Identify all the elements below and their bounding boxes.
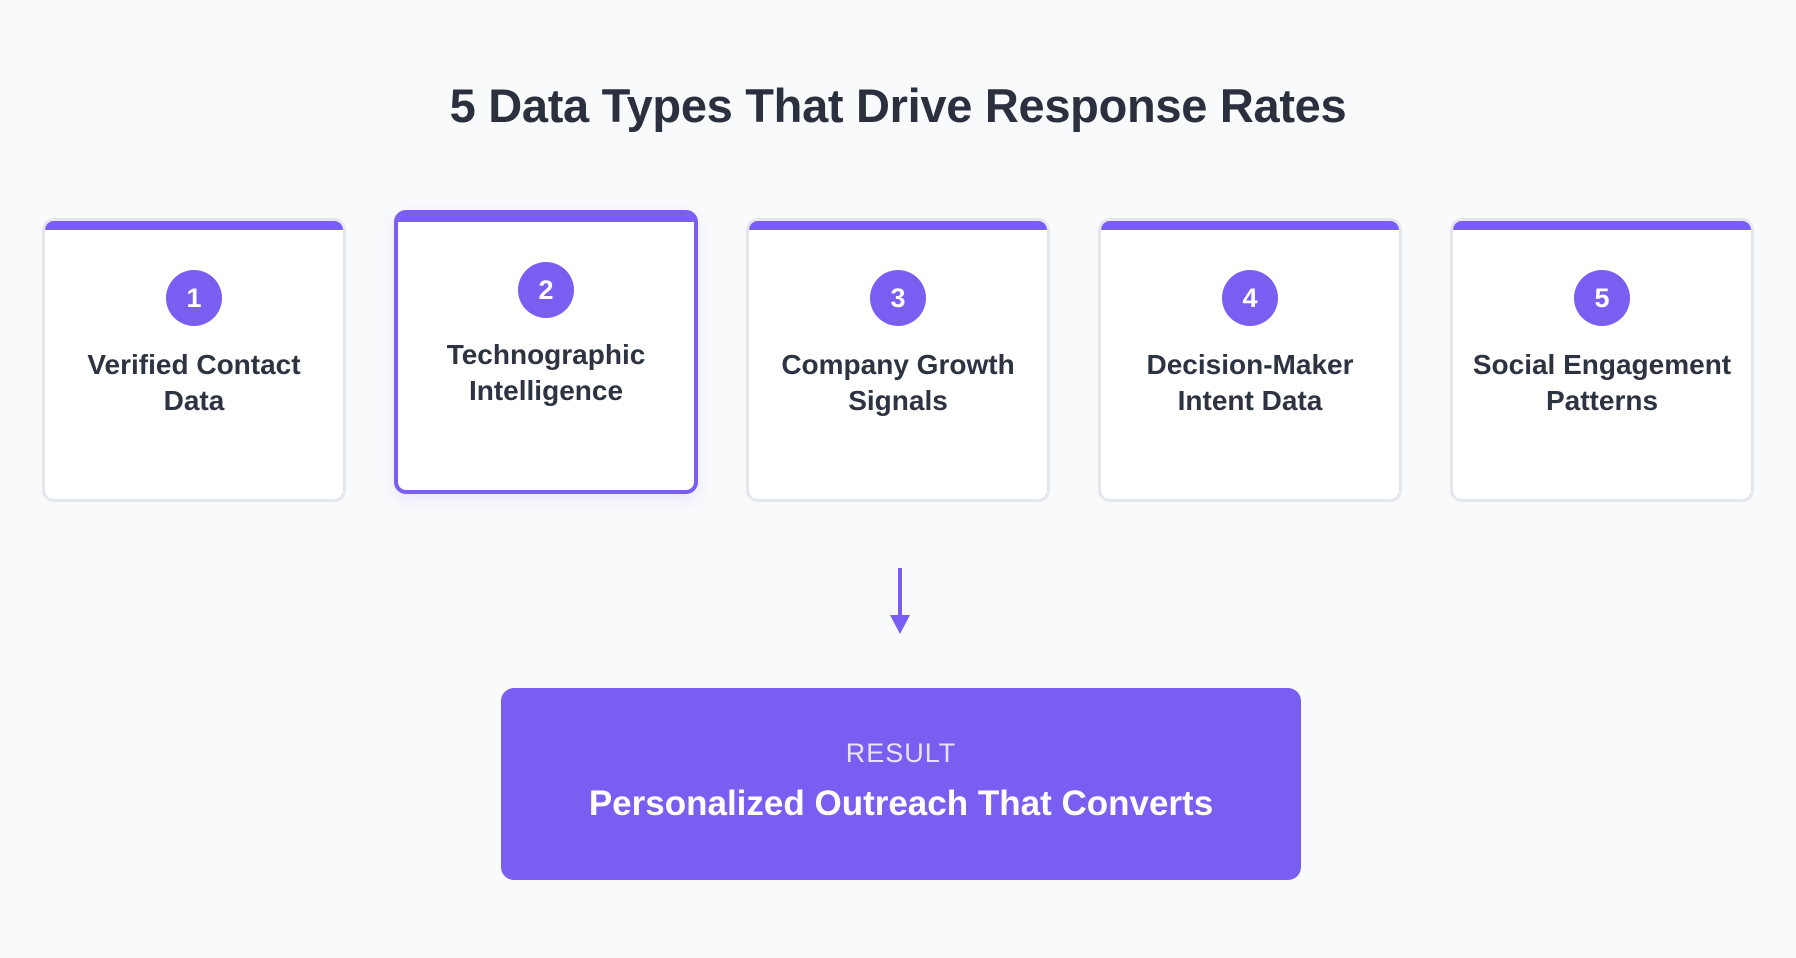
card-verified-contact-data: 1 Verified Contact Data (42, 218, 346, 502)
card-technographic-intelligence: 2 Technographic Intelligence (394, 210, 698, 494)
step-badge-3: 3 (870, 270, 926, 326)
arrow-down-icon (890, 568, 910, 634)
data-type-cards: 1 Verified Contact Data 2 Technographic … (42, 210, 1754, 502)
result-box: RESULT Personalized Outreach That Conver… (501, 688, 1301, 880)
step-badge-5: 5 (1574, 270, 1630, 326)
card-label: Decision-Maker Intent Data (1146, 349, 1354, 416)
result-title: Personalized Outreach That Converts (588, 784, 1214, 823)
card-company-growth-signals: 3 Company Growth Signals (746, 218, 1050, 502)
card-label: Social Engagement Patterns (1472, 349, 1732, 416)
step-badge-1: 1 (166, 270, 222, 326)
step-badge-2: 2 (518, 262, 574, 318)
card-social-engagement-patterns: 5 Social Engagement Patterns (1450, 218, 1754, 502)
page-title: 5 Data Types That Drive Response Rates (449, 79, 1347, 132)
card-label: Technographic Intelligence (446, 339, 646, 406)
card-label: Verified Contact Data (87, 349, 301, 416)
result-kicker: RESULT (845, 738, 957, 768)
card-label: Company Growth Signals (781, 349, 1015, 416)
card-decision-maker-intent-data: 4 Decision-Maker Intent Data (1098, 218, 1402, 502)
step-badge-4: 4 (1222, 270, 1278, 326)
